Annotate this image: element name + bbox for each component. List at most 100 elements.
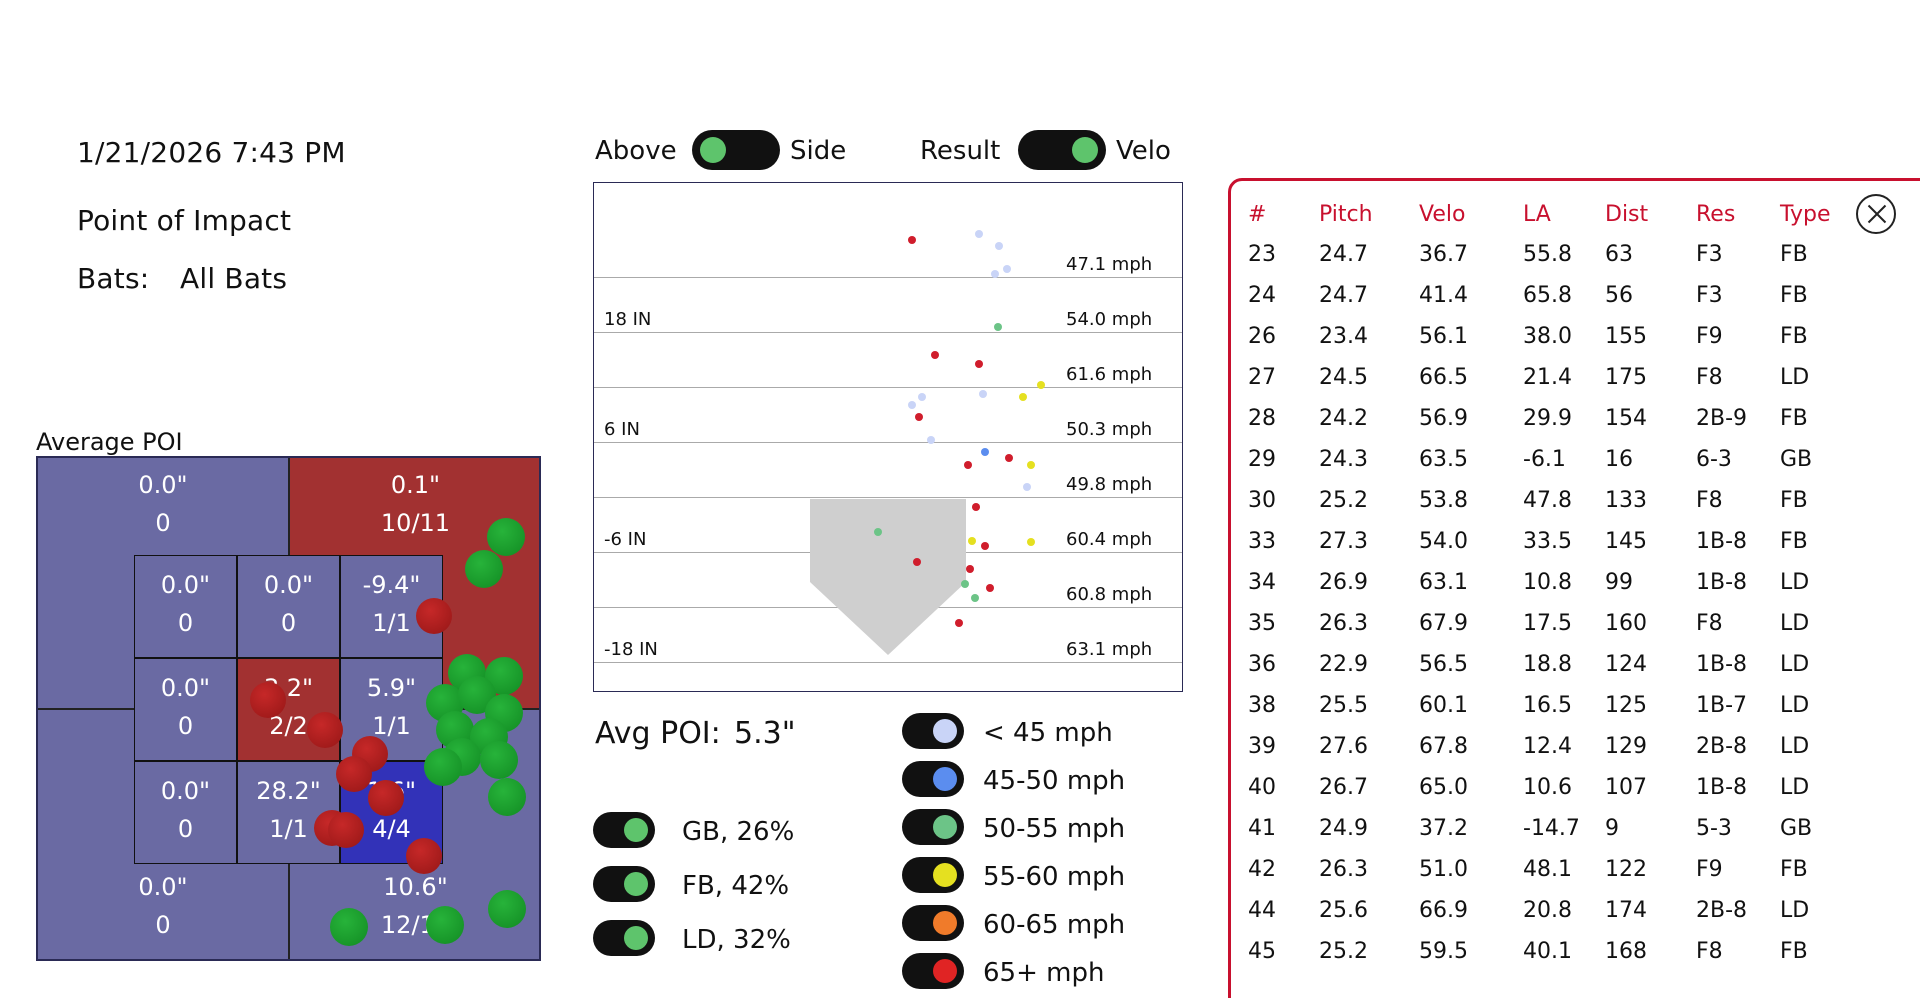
row-mph-label: 50.3 mph [1066,419,1153,440]
type-cell: LD [1780,734,1810,759]
row-mph-label: 47.1 mph [1066,254,1153,275]
impact-ball [424,748,462,786]
dist-cell: 129 [1605,734,1647,759]
velo-lt45-toggle[interactable] [902,713,964,749]
zone-8[interactable]: 28.2" 1/1 [237,761,340,864]
zone-count: 4/4 [372,815,411,843]
velo-cell: 66.5 [1419,365,1468,390]
impact-dot [1027,538,1035,546]
row-line [594,497,1182,498]
velo-60-65-toggle[interactable] [902,905,964,941]
zone-7[interactable]: 0.0" 0 [134,761,237,864]
dist-cell: 124 [1605,652,1647,677]
side-view-chart: 18 IN 6 IN -6 IN -18 IN 47.1 mph 54.0 mp… [593,182,1183,692]
table-row[interactable]: 30 25.2 53.8 47.8 133 F8 FB [1231,488,1891,524]
color-swatch [933,815,957,839]
table-row[interactable]: 35 26.3 67.9 17.5 160 F8 LD [1231,611,1891,647]
impact-ball [368,780,404,816]
fb-label: FB, 42% [682,871,790,901]
zone-value: 0.0" [138,471,188,499]
la-cell: 38.0 [1523,324,1572,349]
pitch-cell: 22.9 [1319,652,1368,677]
table-row[interactable]: 36 22.9 56.5 18.8 124 1B-8 LD [1231,652,1891,688]
result-velo-toggle[interactable] [1018,130,1106,170]
table-row[interactable]: 28 24.2 56.9 29.9 154 2B-9 FB [1231,406,1891,442]
table-row[interactable]: 45 25.2 59.5 40.1 168 F8 FB [1231,939,1891,975]
velo-65plus-toggle[interactable] [902,953,964,989]
above-side-toggle[interactable] [692,130,780,170]
la-cell: 47.8 [1523,488,1572,513]
velo-45-50-toggle[interactable] [902,761,964,797]
type-cell: LD [1780,693,1810,718]
velo-cell: 56.5 [1419,652,1468,677]
row-number: 26 [1248,324,1276,349]
table-row[interactable]: 42 26.3 51.0 48.1 122 F9 FB [1231,857,1891,893]
res-cell: 5-3 [1696,816,1732,841]
pitch-cell: 23.4 [1319,324,1368,349]
la-cell: 33.5 [1523,529,1572,554]
table-row[interactable]: 44 25.6 66.9 20.8 174 2B-8 LD [1231,898,1891,934]
zone-4[interactable]: 0.0" 0 [134,658,237,761]
pitch-cell: 24.3 [1319,447,1368,472]
pitch-cell: 24.7 [1319,283,1368,308]
dist-cell: 99 [1605,570,1633,595]
type-cell: LD [1780,365,1810,390]
depth-label: 6 IN [604,419,640,440]
col-header-dist: Dist [1605,202,1649,227]
dist-cell: 56 [1605,283,1633,308]
velo-55-60-toggle[interactable] [902,857,964,893]
impact-dot [986,584,994,592]
avg-poi-label: Avg POI: [595,716,721,751]
zone-count: 2/2 [269,712,308,740]
velo-cell: 66.9 [1419,898,1468,923]
impact-ball [406,838,442,874]
table-row[interactable]: 38 25.5 60.1 16.5 125 1B-7 LD [1231,693,1891,729]
close-icon[interactable] [1856,194,1896,234]
gb-toggle[interactable] [593,812,655,848]
row-line [594,442,1182,443]
table-row[interactable]: 29 24.3 63.5 -6.1 16 6-3 GB [1231,447,1891,483]
type-cell: LD [1780,652,1810,677]
impact-ball [416,598,452,634]
toggle-knob [624,926,648,950]
table-row[interactable]: 27 24.5 66.5 21.4 175 F8 LD [1231,365,1891,401]
result-label: Result [920,136,1001,166]
color-swatch [933,911,957,935]
dist-cell: 175 [1605,365,1647,390]
table-row[interactable]: 40 26.7 65.0 10.6 107 1B-8 LD [1231,775,1891,811]
table-row[interactable]: 39 27.6 67.8 12.4 129 2B-8 LD [1231,734,1891,770]
zone-count: 0 [177,712,194,740]
impact-ball [487,518,525,556]
type-cell: GB [1780,816,1813,841]
ld-toggle[interactable] [593,920,655,956]
color-swatch [933,719,957,743]
table-row[interactable]: 34 26.9 63.1 10.8 99 1B-8 LD [1231,570,1891,606]
impact-dot [995,242,1003,250]
zone-count: 0 [177,815,194,843]
type-cell: FB [1780,488,1808,513]
impact-dot [908,236,916,244]
zone-1[interactable]: 0.0" 0 [134,555,237,658]
velo-50-55-toggle[interactable] [902,809,964,845]
table-row[interactable]: 26 23.4 56.1 38.0 155 F9 FB [1231,324,1891,360]
fb-toggle[interactable] [593,866,655,902]
row-number: 30 [1248,488,1276,513]
bats-value[interactable]: All Bats [180,262,288,295]
toggle-knob [624,818,648,842]
la-cell: 18.8 [1523,652,1572,677]
table-row[interactable]: 24 24.7 41.4 65.8 56 F3 FB [1231,283,1891,319]
table-row[interactable]: 23 24.7 36.7 55.8 63 F3 FB [1231,242,1891,278]
la-cell: 48.1 [1523,857,1572,882]
la-cell: 40.1 [1523,939,1572,964]
col-header-pitch: Pitch [1319,202,1373,227]
row-number: 41 [1248,816,1276,841]
zone-value: 0.0" [160,777,211,805]
res-cell: F3 [1696,242,1723,267]
impact-dot [1005,454,1013,462]
page-title: Point of Impact [77,204,292,237]
zone-2[interactable]: 0.0" 0 [237,555,340,658]
zone-value: -9.4" [362,571,421,599]
table-row[interactable]: 41 24.9 37.2 -14.7 9 5-3 GB [1231,816,1891,852]
table-row[interactable]: 33 27.3 54.0 33.5 145 1B-8 FB [1231,529,1891,565]
pitch-cell: 25.2 [1319,939,1368,964]
